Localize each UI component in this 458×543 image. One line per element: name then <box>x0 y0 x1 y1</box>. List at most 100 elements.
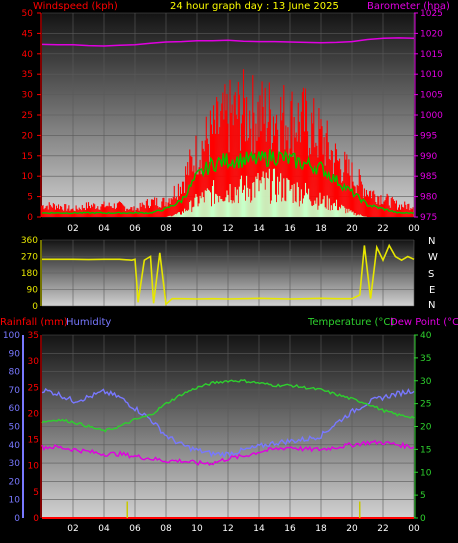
wind-ytick-label: 40 <box>22 50 34 60</box>
x-tick-label: 12 <box>222 524 233 534</box>
x-tick-label: 06 <box>129 224 141 234</box>
humidity-ytick-label: 20 <box>9 477 21 487</box>
x-tick-label: 02 <box>67 224 78 234</box>
humidity-ytick-label: 100 <box>3 331 20 341</box>
direction-ytick-label: 270 <box>21 253 38 263</box>
humidity-axis-title: Humidity <box>66 317 111 328</box>
x-tick-label: 16 <box>284 524 296 534</box>
temperature-ytick-label: 25 <box>420 400 431 410</box>
temperature-ytick-label: 35 <box>420 354 431 364</box>
rain-ytick-label: 35 <box>28 331 39 341</box>
x-tick-label: 08 <box>160 524 172 534</box>
humidity-line <box>41 387 415 459</box>
barometer-ytick-label: 1000 <box>420 111 443 121</box>
barometer-ytick-label: 1025 <box>420 9 443 19</box>
axes: 0510152025303540455097598098599099510001… <box>3 9 443 534</box>
barometer-ytick-label: 1015 <box>420 50 443 60</box>
x-tick-label: 12 <box>222 224 233 234</box>
barometer-ytick-label: 985 <box>420 172 437 182</box>
humidity-ytick-label: 60 <box>9 404 21 414</box>
humidity-ytick-label: 10 <box>9 496 21 506</box>
direction-ytick-label: 90 <box>27 286 39 296</box>
temperature-ytick-label: 10 <box>420 468 432 478</box>
rain-ytick-label: 20 <box>28 409 40 419</box>
barometer-ytick-label: 995 <box>420 131 437 141</box>
temperature-ytick-label: 0 <box>420 514 426 524</box>
barometer-ytick-label: 990 <box>420 152 437 162</box>
barometer-axis-title: Barometer (hpa) <box>367 1 450 12</box>
humidity-ytick-label: 80 <box>9 368 21 378</box>
humidity-ytick-label: 50 <box>9 423 21 433</box>
x-tick-label: 06 <box>129 524 141 534</box>
direction-letter-n-top: N <box>428 236 435 247</box>
wind-ytick-label: 20 <box>22 131 34 141</box>
temperature-ytick-label: 15 <box>420 445 431 455</box>
wind-ytick-label: 35 <box>22 70 33 80</box>
humidity-ytick-label: 30 <box>9 459 21 469</box>
rain-ytick-label: 5 <box>33 488 39 498</box>
wind-ytick-label: 50 <box>22 9 34 19</box>
x-tick-label: 22 <box>377 224 388 234</box>
rain-ytick-label: 25 <box>28 383 39 393</box>
temperature-ytick-label: 30 <box>420 377 432 387</box>
humidity-ytick-label: 0 <box>14 514 20 524</box>
wind-ytick-label: 5 <box>27 193 33 203</box>
x-tick-label: 02 <box>67 524 78 534</box>
windspeed-axis-title: Windspeed (kph) <box>33 1 118 12</box>
x-tick-label: 08 <box>160 224 172 234</box>
rainfall-axis-title: Rainfall (mm) <box>0 317 68 328</box>
barometer-ytick-label: 1020 <box>420 29 443 39</box>
wind-ytick-label: 30 <box>22 91 34 101</box>
direction-letter-s: S <box>428 269 434 280</box>
x-tick-label: 10 <box>191 224 203 234</box>
direction-letter-n-bottom: N <box>428 300 435 311</box>
wind-ytick-label: 45 <box>22 29 33 39</box>
x-tick-label: 14 <box>253 224 265 234</box>
x-tick-label: 04 <box>98 224 110 234</box>
wind-ytick-label: 10 <box>22 172 34 182</box>
x-tick-label: 22 <box>377 524 388 534</box>
direction-ytick-label: 180 <box>21 269 38 279</box>
barometer-ytick-label: 980 <box>420 193 437 203</box>
wind-speed-line <box>41 149 415 215</box>
x-tick-label: 18 <box>315 224 327 234</box>
chart-title: 24 hour graph day : 13 June 2025 <box>170 1 339 12</box>
wind-ytick-label: 15 <box>22 152 33 162</box>
temperature-ytick-label: 5 <box>420 491 426 501</box>
barometer-ytick-label: 975 <box>420 213 437 223</box>
wind-ytick-label: 25 <box>22 111 33 121</box>
direction-letter-e: E <box>429 285 435 296</box>
temperature-ytick-label: 40 <box>420 331 432 341</box>
dew-point-line <box>41 439 415 466</box>
x-tick-label: 16 <box>284 224 296 234</box>
rain-ytick-label: 10 <box>28 462 40 472</box>
direction-ytick-label: 360 <box>21 236 38 246</box>
direction-ytick-label: 0 <box>32 302 38 312</box>
barometer-ytick-label: 1005 <box>420 91 443 101</box>
barometer-line <box>41 37 415 47</box>
x-tick-label: 10 <box>191 524 203 534</box>
dew-point-axis-title: Dew Point (°C) <box>390 317 458 328</box>
temperature-ytick-label: 20 <box>420 423 432 433</box>
rain-ytick-label: 15 <box>28 436 39 446</box>
temperature-axis-title: Temperature (°C) <box>307 317 394 328</box>
x-tick-label: 20 <box>346 524 358 534</box>
humidity-ytick-label: 70 <box>9 386 21 396</box>
x-tick-label: 00 <box>408 224 420 234</box>
humidity-ytick-label: 40 <box>9 441 21 451</box>
x-tick-label: 14 <box>253 524 265 534</box>
direction-letter-w: W <box>428 252 438 263</box>
x-tick-label: 18 <box>315 524 327 534</box>
chart-marks <box>41 37 415 519</box>
wind-direction-line <box>42 243 415 306</box>
rain-ytick-label: 30 <box>28 357 40 367</box>
wind-ytick-label: 0 <box>27 213 33 223</box>
temperature-line <box>41 378 415 433</box>
barometer-ytick-label: 1010 <box>420 70 443 80</box>
rain-ytick-label: 0 <box>33 514 39 524</box>
humidity-ytick-label: 90 <box>9 349 21 359</box>
x-tick-label: 20 <box>346 224 358 234</box>
x-tick-label: 00 <box>408 524 420 534</box>
x-tick-label: 04 <box>98 524 110 534</box>
